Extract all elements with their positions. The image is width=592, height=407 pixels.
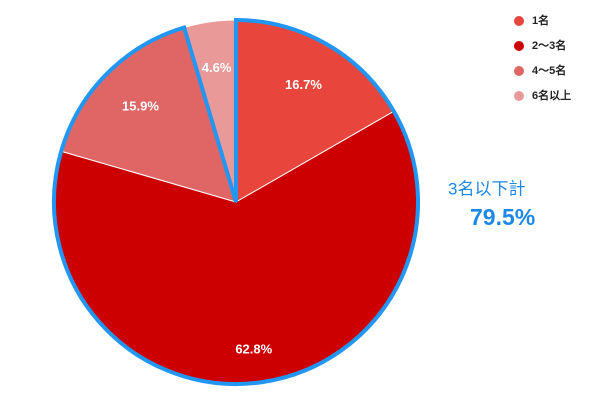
data-label: 62.8% [235, 342, 272, 357]
legend-label: 6名以上 [532, 88, 571, 102]
legend-swatch [514, 41, 524, 51]
legend-swatch [514, 16, 524, 26]
legend-swatch [514, 66, 524, 76]
legend-label: 4〜5名 [532, 63, 566, 77]
legend-swatch [514, 91, 524, 101]
data-label: 15.9% [122, 99, 159, 114]
annotation-total: 79.5% [470, 204, 535, 230]
data-label: 4.6% [202, 60, 232, 75]
annotation: 3名以下計 [448, 179, 525, 198]
highlight-outline [52, 17, 420, 386]
legend-label: 1名 [532, 13, 549, 27]
legend-label: 2〜3名 [532, 38, 566, 52]
data-label: 16.7% [285, 77, 322, 92]
